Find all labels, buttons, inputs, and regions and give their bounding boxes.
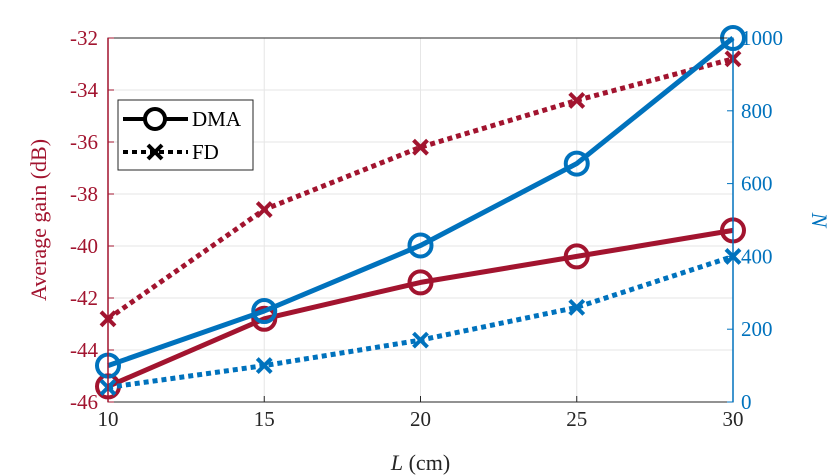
series-layer (95, 25, 746, 400)
marker-fd-n (412, 331, 429, 349)
series-line-dma-n (107, 36, 735, 368)
right-tick-label: 200 (741, 317, 773, 341)
axes: 10 15 20 25 30 -46 -44 -42 -40 -38 -36 -34 -32 0 200 40… (70, 26, 783, 431)
x-axis-unit: (cm) (403, 450, 450, 475)
x-axis-variable: L (390, 450, 403, 475)
left-tick-label: -32 (70, 26, 98, 50)
x-tick-label: 30 (723, 407, 744, 431)
left-tick-label: -38 (70, 182, 98, 206)
x-tick-label: 25 (566, 407, 587, 431)
marker-dma-gain (407, 269, 434, 296)
right-tick-label: 600 (741, 172, 773, 196)
x-tick-label: 10 (98, 407, 119, 431)
marker-dma-gain (251, 305, 278, 332)
left-tick-label: -44 (70, 338, 98, 362)
x-axis-title: L (cm) (390, 450, 450, 475)
right-axis-title: N (807, 212, 830, 229)
left-axis-title: Average gain (dB) (26, 139, 51, 301)
marker-dma-n (563, 150, 590, 177)
legend-marker-dma (143, 107, 167, 131)
left-tick-label: -40 (70, 234, 98, 258)
left-tick-label: -42 (70, 286, 98, 310)
marker-fd-n (568, 298, 586, 316)
legend-marker-fd (146, 143, 164, 161)
marker-fd-gain (412, 138, 429, 156)
left-tick-label: -36 (70, 130, 98, 154)
right-tick-label: 0 (741, 390, 752, 414)
marker-fd-gain (255, 201, 273, 219)
legend-label-fd: FD (192, 140, 219, 164)
marker-dma-gain (563, 243, 590, 270)
legend-box (117, 99, 254, 171)
legend: DMA FD (117, 99, 254, 171)
left-tick-label: -46 (70, 390, 98, 414)
marker-fd-gain (568, 91, 586, 109)
right-tick-label: 1000 (741, 26, 783, 50)
legend-items (123, 107, 188, 161)
marker-dma-n (251, 298, 278, 324)
series-line-fd-gain (106, 56, 734, 321)
right-tick-label: 800 (741, 99, 773, 123)
marker-dma-n (407, 232, 434, 259)
legend-label-dma: DMA (192, 107, 242, 131)
left-tick-label: -34 (70, 78, 98, 102)
marker-fd-n (255, 357, 273, 375)
series-line-dma-gain (107, 227, 734, 389)
right-tick-label: 400 (741, 244, 773, 268)
x-tick-label: 15 (254, 407, 275, 431)
x-tick-label: 20 (410, 407, 431, 431)
